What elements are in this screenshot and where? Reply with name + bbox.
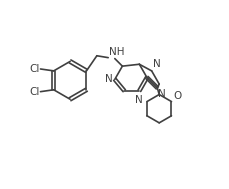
Text: Cl: Cl [29,87,40,97]
Text: Cl: Cl [29,64,40,74]
Text: N: N [153,59,160,69]
Text: O: O [173,91,182,101]
Text: N: N [158,89,166,99]
Text: N: N [136,94,143,105]
Text: N: N [105,74,112,84]
Text: NH: NH [109,47,125,57]
